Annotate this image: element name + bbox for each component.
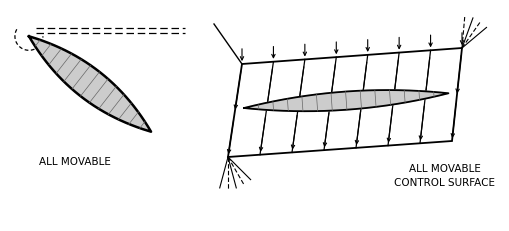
Polygon shape (244, 91, 448, 112)
Polygon shape (29, 37, 151, 132)
Text: ALL MOVABLE: ALL MOVABLE (39, 156, 111, 166)
Text: ALL MOVABLE
CONTROL SURFACE: ALL MOVABLE CONTROL SURFACE (394, 163, 495, 187)
